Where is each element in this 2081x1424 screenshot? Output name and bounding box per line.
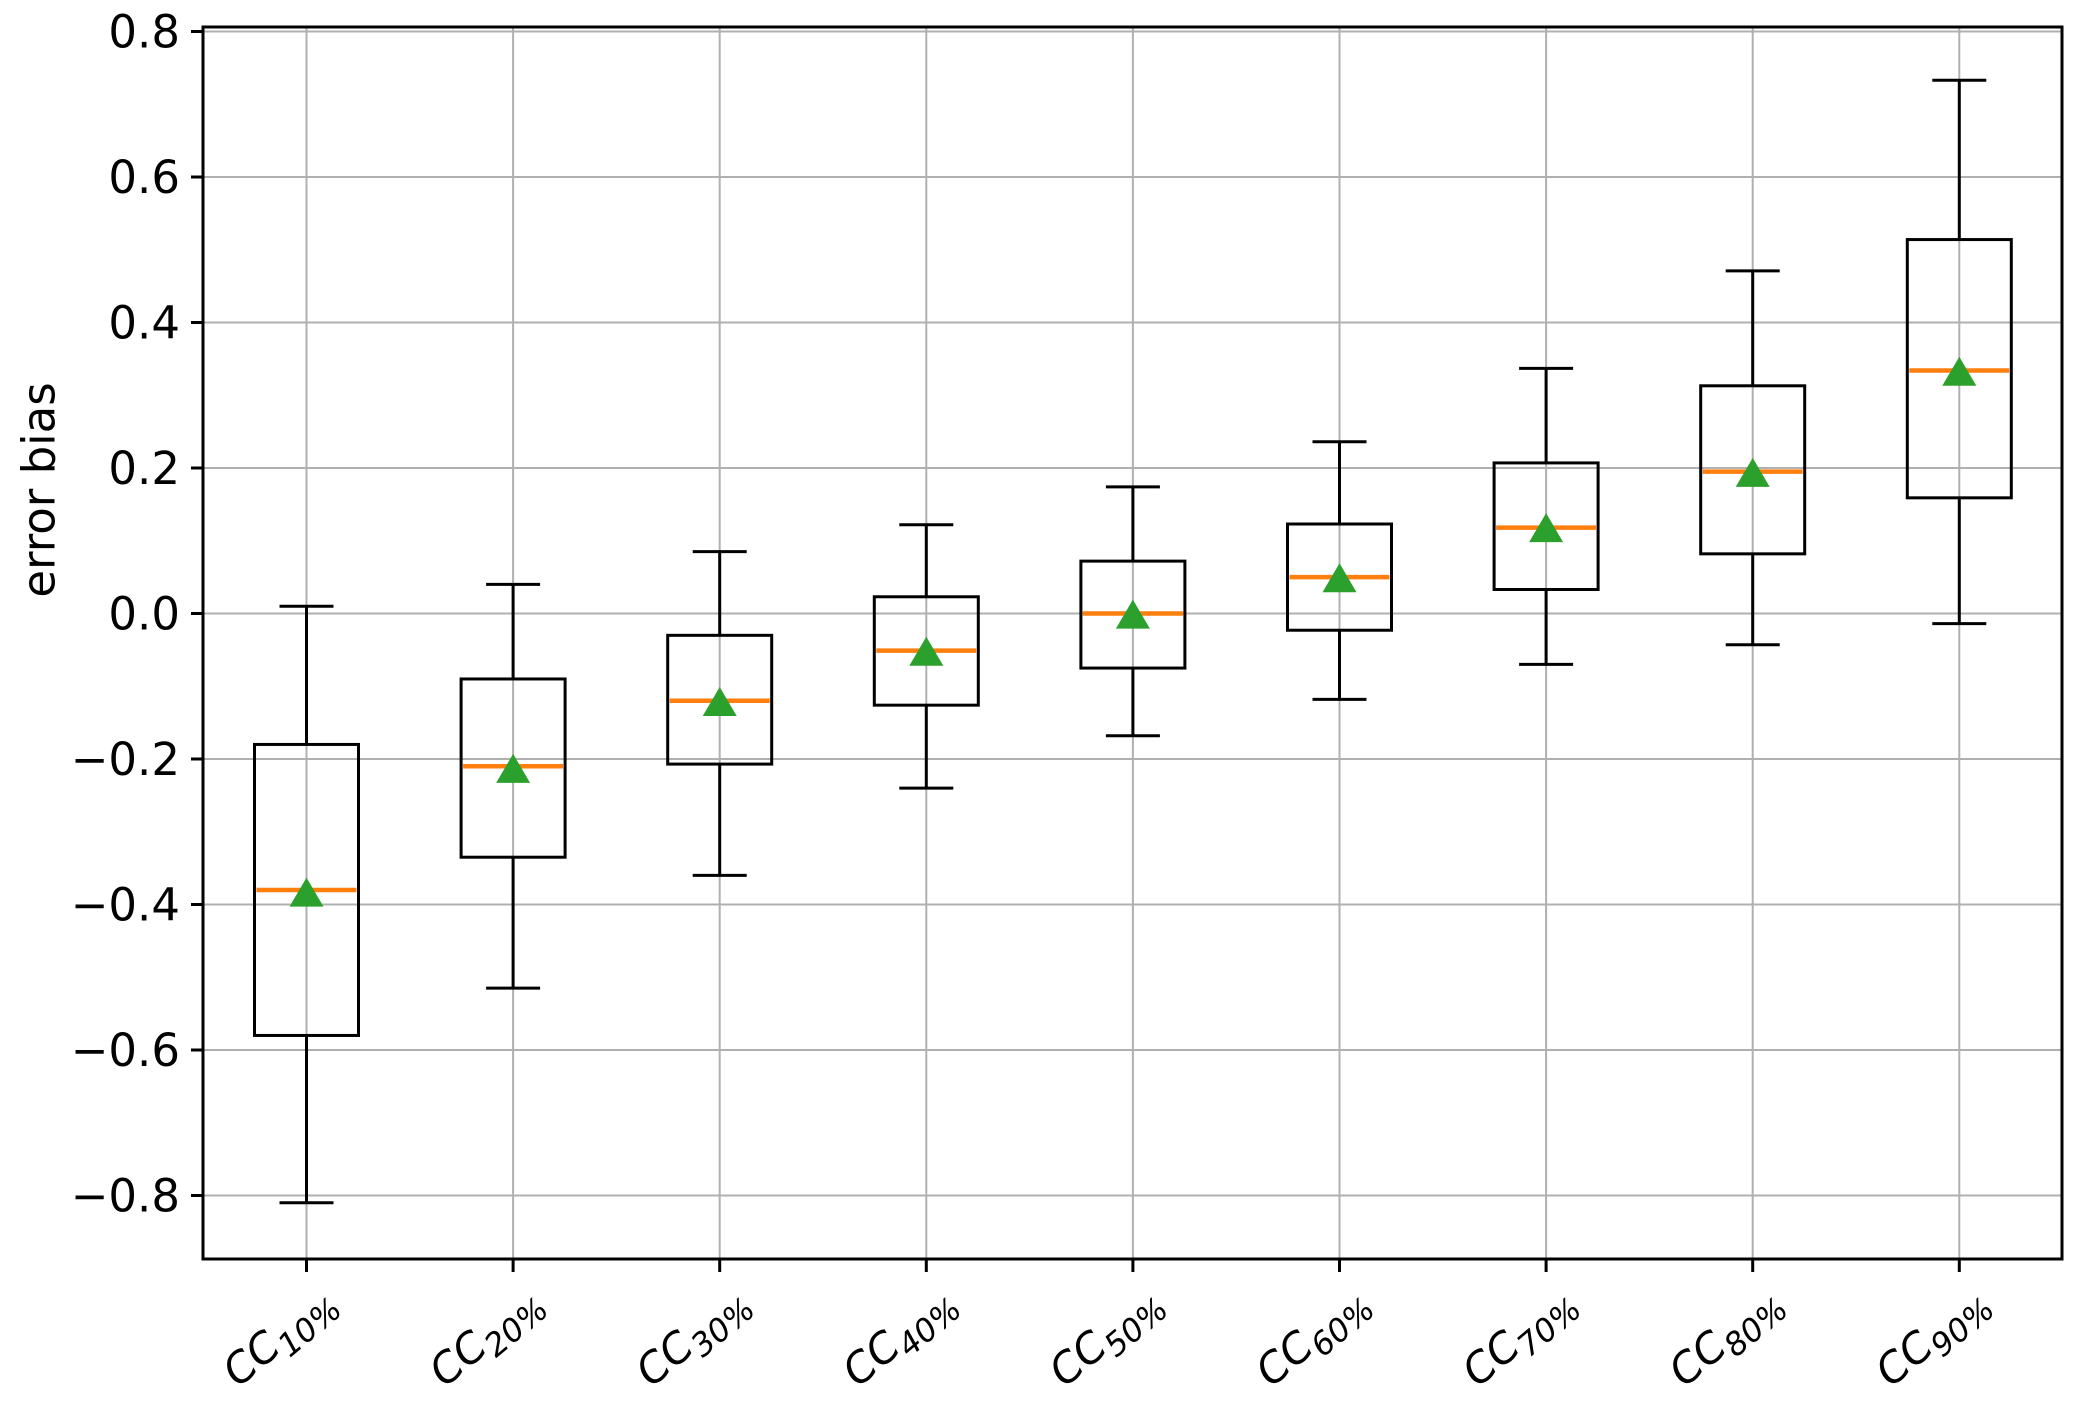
- y-tick-label: 0.2: [108, 442, 180, 495]
- y-tick-label: 0.0: [108, 588, 180, 641]
- iqr-box: [459, 677, 567, 859]
- iqr-box: [1079, 559, 1187, 670]
- x-tick-label: CC40%: [833, 1275, 969, 1402]
- iqr-box: [1905, 238, 2013, 500]
- iqr-box: [666, 633, 774, 766]
- box-CC40%: [872, 523, 980, 790]
- mean-marker: [1115, 599, 1150, 629]
- iqr-box: [1492, 461, 1600, 591]
- box-CC90%: [1905, 78, 2013, 626]
- iqr-box: [253, 742, 360, 1037]
- grid: [203, 27, 2062, 1259]
- iqr-box: [872, 595, 980, 707]
- y-tick-label: −0.6: [71, 1024, 180, 1077]
- x-axis: CC10% CC20% CC30% CC40% CC50% CC60% CC70% CC80%…: [213, 1259, 2002, 1402]
- y-tick-label: 0.6: [108, 151, 180, 204]
- y-tick-label: 0.4: [108, 297, 180, 350]
- x-tick-label: CC70%: [1453, 1275, 1589, 1402]
- x-tick-label: CC20%: [420, 1275, 556, 1402]
- box-CC50%: [1079, 485, 1187, 738]
- iqr-box: [1699, 384, 1807, 556]
- x-tick-label: CC10%: [213, 1275, 349, 1402]
- x-tick-label: CC50%: [1039, 1275, 1175, 1402]
- box-CC20%: [459, 582, 567, 990]
- y-axis: 0.8 0.6 0.4 0.2 0.0 −0.2 −0.4 −0.6 −0.8: [71, 6, 203, 1223]
- y-tick-label: −0.2: [71, 733, 180, 786]
- mean-marker: [1942, 356, 1977, 386]
- y-tick-label: −0.4: [71, 879, 180, 932]
- y-tick-label: 0.8: [108, 6, 180, 59]
- box-CC30%: [666, 550, 774, 877]
- mean-marker: [909, 636, 944, 666]
- box-CC80%: [1699, 269, 1807, 647]
- mean-marker: [1322, 563, 1357, 593]
- box-CC70%: [1492, 366, 1600, 666]
- iqr-box: [1286, 522, 1393, 632]
- x-tick-label: CC60%: [1246, 1275, 1382, 1402]
- mean-marker: [1735, 457, 1770, 487]
- mean-marker: [496, 753, 531, 783]
- y-tick-label: −0.8: [71, 1170, 180, 1223]
- x-tick-label: CC90%: [1866, 1275, 2002, 1402]
- x-tick-label: CC30%: [626, 1275, 762, 1402]
- mean-marker: [702, 686, 737, 716]
- mean-marker: [289, 877, 324, 907]
- box-CC10%: [253, 604, 360, 1205]
- box-CC60%: [1286, 440, 1393, 701]
- mean-marker: [1529, 513, 1564, 543]
- x-tick-label: CC80%: [1659, 1275, 1795, 1402]
